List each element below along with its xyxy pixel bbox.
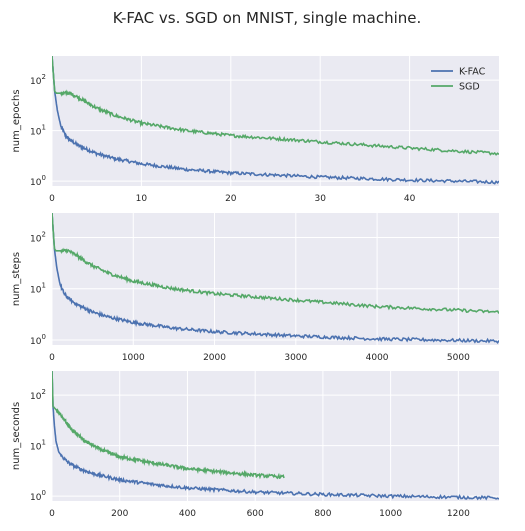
series-line-kfac xyxy=(52,213,499,344)
y-tick-label: 100 xyxy=(30,333,46,347)
x-tick-label: 400 xyxy=(179,509,196,519)
x-tick-label: 2000 xyxy=(203,353,226,363)
legend: K-FAC SGD xyxy=(431,67,486,93)
panel-num_steps: 0 1000 2000 3000 4000 5000 100 101 102 num_steps xyxy=(11,213,499,363)
x-tick-label: 1000 xyxy=(122,353,145,363)
plot-area xyxy=(52,371,499,501)
y-tick-label: 101 xyxy=(30,124,46,138)
legend-label: SGD xyxy=(459,82,480,93)
series-line-sgd xyxy=(52,213,499,314)
plot-area xyxy=(52,56,499,186)
x-tick-label: 3000 xyxy=(284,353,307,363)
x-tick-label: 10 xyxy=(136,194,148,204)
y-tick-label: 102 xyxy=(30,388,46,402)
x-tick-label: 1200 xyxy=(447,509,470,519)
x-tick-label: 800 xyxy=(314,509,331,519)
x-tick-label: 4000 xyxy=(366,353,389,363)
y-axis-label: num_epochs xyxy=(11,89,22,152)
y-tick-label: 100 xyxy=(30,489,46,503)
y-tick-label: 101 xyxy=(30,282,46,296)
x-tick-label: 20 xyxy=(225,194,237,204)
y-axis-label: num_seconds xyxy=(11,402,22,470)
series-line-kfac xyxy=(52,371,499,501)
x-tick-label: 40 xyxy=(404,194,416,204)
x-tick-label: 30 xyxy=(314,194,326,204)
x-tick-label: 0 xyxy=(49,353,55,363)
y-tick-label: 100 xyxy=(30,174,46,188)
series-line-sgd xyxy=(52,56,499,156)
x-tick-label: 600 xyxy=(247,509,264,519)
y-axis-label: num_steps xyxy=(11,252,22,306)
x-tick-label: 0 xyxy=(49,194,55,204)
panel-num_seconds: 0 200 400 600 800 1000 1200 100 101 102 num_second… xyxy=(11,371,499,519)
x-tick-label: 200 xyxy=(111,509,128,519)
legend-label: K-FAC xyxy=(459,67,486,78)
y-tick-label: 101 xyxy=(30,439,46,453)
series-line-kfac xyxy=(52,56,499,185)
x-tick-label: 1000 xyxy=(379,509,402,519)
x-tick-label: 0 xyxy=(49,509,55,519)
y-tick-label: 102 xyxy=(30,230,46,244)
x-tick-label: 5000 xyxy=(447,353,470,363)
figure-title: K-FAC vs. SGD on MNIST, single machine. xyxy=(113,9,422,27)
y-tick-label: 102 xyxy=(30,73,46,87)
series-line-sgd xyxy=(52,371,285,480)
panel-num_epochs: 0 10 20 30 40 100 101 102 num_epochs K-FAC SGD xyxy=(11,56,499,204)
plot-area xyxy=(52,213,499,345)
